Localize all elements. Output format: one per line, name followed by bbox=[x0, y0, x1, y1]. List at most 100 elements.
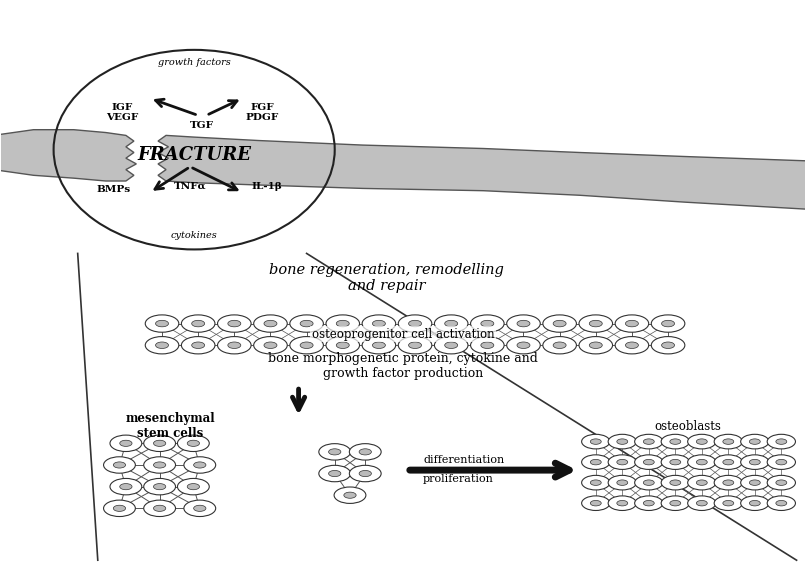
Ellipse shape bbox=[617, 500, 628, 506]
Ellipse shape bbox=[300, 342, 313, 348]
Ellipse shape bbox=[661, 455, 689, 469]
Ellipse shape bbox=[145, 315, 179, 332]
Ellipse shape bbox=[114, 505, 126, 511]
Ellipse shape bbox=[750, 500, 760, 506]
Ellipse shape bbox=[153, 462, 166, 468]
Ellipse shape bbox=[218, 315, 251, 332]
Ellipse shape bbox=[359, 449, 372, 455]
Ellipse shape bbox=[723, 460, 733, 465]
Ellipse shape bbox=[349, 444, 381, 460]
Ellipse shape bbox=[590, 439, 601, 444]
Text: TGF: TGF bbox=[190, 121, 214, 130]
Ellipse shape bbox=[177, 478, 210, 495]
Ellipse shape bbox=[750, 439, 760, 444]
Text: FRACTURE: FRACTURE bbox=[137, 146, 251, 164]
Text: mesenchymal
stem cells: mesenchymal stem cells bbox=[125, 412, 215, 440]
Ellipse shape bbox=[767, 455, 796, 469]
Ellipse shape bbox=[714, 434, 742, 449]
Ellipse shape bbox=[688, 496, 716, 511]
Ellipse shape bbox=[445, 342, 458, 348]
Polygon shape bbox=[158, 135, 806, 210]
Ellipse shape bbox=[643, 500, 654, 506]
Ellipse shape bbox=[372, 320, 385, 327]
Ellipse shape bbox=[723, 500, 733, 506]
Ellipse shape bbox=[153, 505, 166, 511]
Ellipse shape bbox=[336, 342, 349, 348]
Text: bone morphogenetic protein, cytokine and
growth factor production: bone morphogenetic protein, cytokine and… bbox=[268, 352, 538, 380]
Ellipse shape bbox=[696, 500, 707, 506]
Polygon shape bbox=[0, 129, 136, 181]
Ellipse shape bbox=[445, 320, 458, 327]
Ellipse shape bbox=[184, 457, 216, 473]
Ellipse shape bbox=[193, 462, 206, 468]
Ellipse shape bbox=[517, 320, 530, 327]
Ellipse shape bbox=[617, 480, 628, 485]
Text: bone regeneration, remodelling
and repair: bone regeneration, remodelling and repai… bbox=[269, 263, 505, 293]
Ellipse shape bbox=[143, 478, 176, 495]
Ellipse shape bbox=[153, 484, 166, 490]
Ellipse shape bbox=[625, 342, 638, 348]
Ellipse shape bbox=[750, 480, 760, 485]
Text: osteoblasts: osteoblasts bbox=[654, 419, 721, 433]
Ellipse shape bbox=[688, 476, 716, 490]
Ellipse shape bbox=[264, 320, 277, 327]
Ellipse shape bbox=[362, 336, 396, 354]
Ellipse shape bbox=[688, 434, 716, 449]
Ellipse shape bbox=[177, 435, 210, 452]
Ellipse shape bbox=[114, 462, 126, 468]
Ellipse shape bbox=[723, 439, 733, 444]
Ellipse shape bbox=[254, 336, 287, 354]
Ellipse shape bbox=[329, 449, 341, 455]
Ellipse shape bbox=[481, 342, 494, 348]
Ellipse shape bbox=[609, 434, 637, 449]
Ellipse shape bbox=[143, 500, 176, 516]
Ellipse shape bbox=[507, 336, 540, 354]
Ellipse shape bbox=[409, 342, 422, 348]
Ellipse shape bbox=[517, 342, 530, 348]
Ellipse shape bbox=[696, 480, 707, 485]
Ellipse shape bbox=[542, 336, 576, 354]
Ellipse shape bbox=[228, 342, 241, 348]
Ellipse shape bbox=[553, 320, 566, 327]
Ellipse shape bbox=[662, 320, 675, 327]
Ellipse shape bbox=[579, 336, 613, 354]
Ellipse shape bbox=[192, 320, 205, 327]
Ellipse shape bbox=[319, 465, 351, 482]
Ellipse shape bbox=[590, 480, 601, 485]
Text: IL-1β: IL-1β bbox=[251, 182, 282, 191]
Ellipse shape bbox=[471, 336, 504, 354]
Ellipse shape bbox=[110, 435, 142, 452]
Ellipse shape bbox=[634, 455, 663, 469]
Ellipse shape bbox=[723, 480, 733, 485]
Ellipse shape bbox=[319, 444, 351, 460]
Ellipse shape bbox=[714, 476, 742, 490]
Ellipse shape bbox=[617, 439, 628, 444]
Ellipse shape bbox=[661, 434, 689, 449]
Ellipse shape bbox=[582, 496, 610, 511]
Ellipse shape bbox=[615, 336, 649, 354]
Ellipse shape bbox=[187, 484, 200, 490]
Ellipse shape bbox=[776, 500, 787, 506]
Ellipse shape bbox=[643, 460, 654, 465]
Ellipse shape bbox=[264, 342, 277, 348]
Ellipse shape bbox=[398, 315, 432, 332]
Ellipse shape bbox=[662, 342, 675, 348]
Ellipse shape bbox=[103, 457, 135, 473]
Ellipse shape bbox=[625, 320, 638, 327]
Ellipse shape bbox=[767, 434, 796, 449]
Ellipse shape bbox=[398, 336, 432, 354]
Ellipse shape bbox=[590, 500, 601, 506]
Text: FGF
PDGF: FGF PDGF bbox=[246, 103, 279, 122]
Text: osteoprogenitor cell activation: osteoprogenitor cell activation bbox=[312, 328, 494, 341]
Ellipse shape bbox=[254, 315, 287, 332]
Ellipse shape bbox=[634, 496, 663, 511]
Text: proliferation: proliferation bbox=[423, 474, 494, 484]
Ellipse shape bbox=[326, 336, 359, 354]
Ellipse shape bbox=[434, 336, 468, 354]
Ellipse shape bbox=[334, 487, 366, 504]
Ellipse shape bbox=[290, 315, 323, 332]
Ellipse shape bbox=[187, 440, 200, 446]
Ellipse shape bbox=[192, 342, 205, 348]
Ellipse shape bbox=[120, 484, 132, 490]
Ellipse shape bbox=[193, 505, 206, 511]
